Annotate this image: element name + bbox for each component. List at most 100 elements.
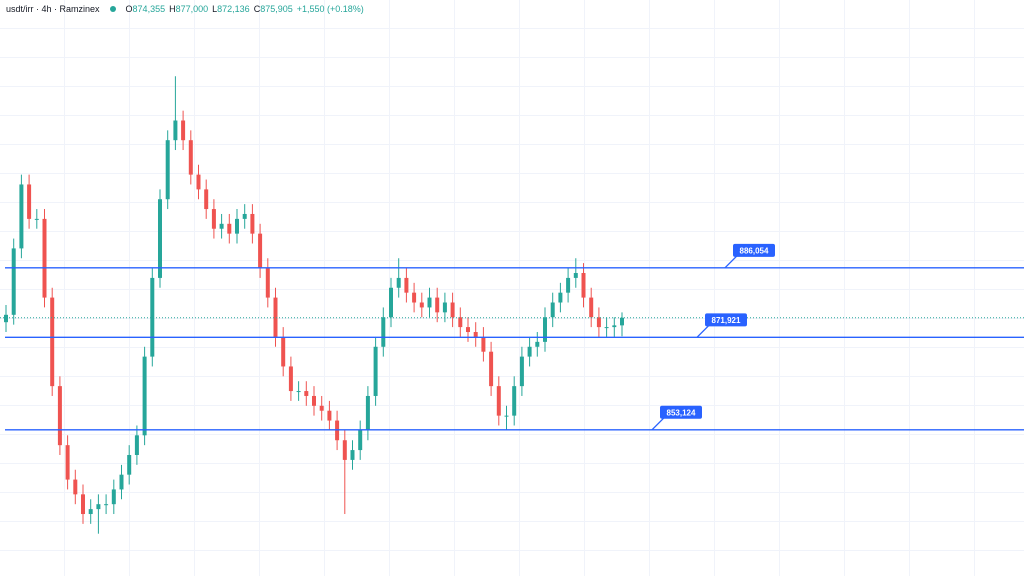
ohlc-value: 875,905: [260, 4, 293, 14]
candle-body: [404, 277, 409, 293]
candle-body: [158, 199, 162, 278]
candle-body: [196, 174, 201, 190]
candle-body: [42, 218, 47, 298]
ohlc-value: 877,000: [175, 4, 209, 14]
status-dot: [109, 6, 116, 12]
candle-body: [219, 223, 224, 229]
candle-body: [312, 395, 316, 406]
candle-body: [550, 302, 555, 318]
candle-body: [265, 268, 270, 298]
candle-body: [466, 327, 470, 333]
level-label-box: [660, 405, 702, 419]
candle-body: [535, 341, 540, 347]
label-pointer: [724, 255, 738, 269]
candle-body: [11, 248, 16, 315]
candle-body: [188, 140, 193, 175]
ohlc-item: C875,905: [254, 4, 293, 14]
ohlc: O874,355 H877,000 L872,136 C875,905: [126, 4, 293, 14]
candle-body: [604, 327, 609, 329]
candle-body: [358, 430, 363, 451]
symbol: usdt/irr · 4h · Ramzinex: [6, 4, 100, 14]
candle-body: [389, 287, 393, 318]
level-label: 886,054: [740, 246, 769, 255]
candle-body: [119, 474, 124, 490]
candle-body: [127, 454, 132, 475]
label-pointer: [696, 324, 710, 338]
candle-body: [81, 494, 85, 515]
level-label: 853,124: [667, 408, 696, 417]
ohlc-key: L: [212, 4, 218, 14]
candle-body: [573, 272, 578, 278]
candle-body: [50, 297, 55, 387]
candle-body: [512, 386, 517, 416]
candle-body: [111, 489, 116, 505]
change: +1,550 (+0.18%): [296, 4, 364, 14]
candle-body: [211, 209, 216, 229]
label-pointer: [651, 417, 665, 431]
candle-body: [481, 336, 486, 352]
ohlc-value: 872,136: [217, 4, 250, 14]
candle-body: [27, 184, 32, 219]
candle-body: [527, 346, 532, 357]
candle-body: [88, 509, 93, 515]
candle-body: [435, 297, 440, 313]
candle-body: [566, 277, 571, 293]
candle-body: [181, 120, 186, 141]
ohlc-item: L872,136: [212, 4, 250, 14]
candle-body: [165, 140, 170, 200]
candle-body: [65, 445, 70, 480]
candle-body: [412, 292, 417, 303]
candle-body: [142, 356, 147, 436]
candle-body: [558, 292, 563, 303]
candle-body: [235, 218, 239, 234]
candle-body: [473, 332, 478, 337]
ohlc-item: H877,000: [169, 4, 208, 14]
ohlc-key: O: [125, 4, 133, 14]
candle-body: [350, 450, 355, 460]
candle-body: [496, 386, 501, 416]
candle-body: [450, 302, 455, 318]
candle-body: [612, 325, 617, 328]
legend-header: usdt/irr · 4h · Ramzinex O874,355 H877,00…: [6, 4, 364, 14]
candle-body: [281, 336, 286, 367]
candle-body: [504, 415, 509, 417]
candle-body: [373, 346, 378, 396]
candle-body: [134, 435, 139, 455]
candle-body: [57, 386, 62, 446]
candle-body: [543, 317, 547, 342]
candle-body: [458, 317, 463, 328]
candle-body: [4, 314, 8, 323]
level-label-box: [733, 243, 775, 257]
ohlc-key: C: [253, 4, 261, 14]
level-label: 871,921: [712, 316, 741, 325]
candle-body: [381, 317, 386, 347]
candle-body: [250, 213, 255, 234]
ohlc-item: O874,355: [126, 4, 166, 14]
candle-body: [419, 302, 424, 308]
candle-body: [596, 317, 601, 328]
candle-body: [396, 277, 401, 288]
ohlc-value: 874,355: [132, 4, 166, 14]
candle-body: [258, 233, 263, 269]
ohlc-key: H: [169, 4, 176, 14]
candle-body: [342, 440, 347, 460]
candle-body: [242, 213, 247, 219]
candle-body: [327, 410, 332, 421]
candle-body: [519, 356, 524, 387]
candle-body: [288, 366, 293, 392]
candle-body: [34, 218, 39, 220]
candle-body: [304, 391, 309, 396]
candle-body: [73, 479, 78, 495]
candle-body: [620, 317, 624, 326]
candle-body: [96, 504, 101, 510]
candle-body: [581, 272, 586, 298]
candle-body: [104, 504, 109, 506]
candle-body: [173, 120, 178, 141]
candle-body: [296, 391, 301, 393]
candle-body: [273, 297, 278, 337]
candle-body: [365, 395, 370, 431]
candle-body: [319, 405, 324, 411]
candle-body: [227, 223, 232, 234]
